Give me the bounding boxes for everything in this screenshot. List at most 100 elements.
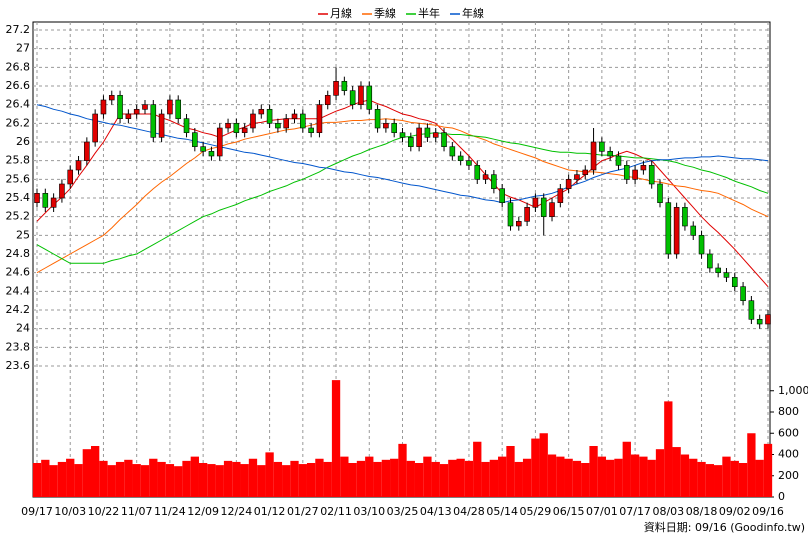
candle-body: [34, 193, 40, 203]
candle-body: [241, 127, 248, 133]
candle-body: [615, 155, 622, 166]
volume-bar: [622, 441, 631, 497]
volume-bar: [531, 438, 540, 497]
y-tick-label: 23.6: [6, 359, 31, 372]
candle-body: [108, 95, 115, 101]
x-tick-label: 09/17: [21, 505, 53, 518]
volume-bar: [630, 454, 640, 497]
volume-bar: [406, 460, 415, 497]
volume-bar: [74, 464, 83, 497]
candle-body: [225, 123, 231, 129]
volume-bar: [66, 458, 75, 497]
candle-body: [582, 169, 589, 175]
candle-body: [698, 235, 705, 255]
candle-body: [707, 253, 713, 269]
volume-bar: [248, 458, 258, 497]
candle-body: [549, 202, 555, 217]
candle-body: [756, 319, 763, 325]
volume-bar: [381, 459, 391, 497]
volume-bar: [57, 461, 67, 497]
volume-bar: [99, 460, 108, 497]
candle-body: [100, 99, 107, 115]
volume-bar: [207, 464, 216, 497]
volume-bar: [49, 465, 58, 497]
volume-bar: [232, 461, 241, 497]
y-tick-label: 24: [16, 322, 30, 335]
candle-body: [92, 113, 98, 143]
legend-label: 季線: [374, 6, 396, 20]
volume-bar: [680, 454, 690, 497]
candle-body: [133, 109, 140, 115]
candle-body: [424, 127, 431, 138]
candle-body: [474, 165, 481, 180]
volume-bar: [714, 465, 723, 497]
volume-bar: [298, 464, 307, 497]
x-tick-label: 05/29: [520, 505, 552, 518]
legend-label: 年線: [462, 6, 484, 20]
candle-body: [358, 85, 364, 105]
candle-body: [682, 207, 688, 227]
candle-body: [391, 123, 397, 133]
candle-body: [341, 81, 348, 91]
volume-bar: [390, 458, 399, 497]
y-tick-label: 24.4: [6, 284, 31, 297]
volume-bar: [489, 459, 499, 497]
candle-body: [623, 165, 630, 180]
y-tick-label: 24.8: [6, 247, 31, 260]
volume-bar: [149, 458, 158, 497]
candle-body: [723, 272, 730, 278]
candle-body: [482, 174, 489, 180]
volume-bar: [581, 463, 590, 497]
candle-body: [200, 146, 206, 152]
volume-bar: [506, 446, 515, 497]
candle-body: [740, 286, 746, 301]
candle-body: [557, 188, 564, 203]
volume-bar: [215, 465, 224, 497]
volume-bar: [498, 456, 507, 497]
candle-body: [291, 113, 298, 119]
x-tick-label: 08/18: [686, 505, 718, 518]
candle-body: [516, 221, 522, 227]
legend-label: 月線: [330, 6, 352, 20]
x-tick-label: 11/07: [121, 505, 153, 518]
x-tick-label: 03/25: [387, 505, 419, 518]
candle-body: [466, 160, 472, 166]
volume-bar: [730, 460, 739, 497]
candle-body: [283, 118, 289, 129]
candle-body: [441, 132, 447, 147]
legend-label: 半年: [418, 6, 440, 20]
candle-body: [59, 183, 65, 199]
volume-bar: [722, 456, 731, 497]
candle-body: [632, 169, 638, 180]
candle-body: [540, 197, 547, 217]
candle-body: [748, 300, 755, 320]
candle-body: [125, 113, 132, 119]
candle-body: [416, 127, 422, 147]
candle-body: [507, 202, 514, 227]
x-tick-label: 04/13: [420, 505, 452, 518]
volume-bar: [655, 449, 665, 497]
volume-bar: [223, 460, 233, 497]
volume-bar: [323, 461, 332, 497]
candle-body: [607, 151, 613, 157]
volume-bar: [306, 463, 316, 497]
candle-body: [333, 81, 339, 96]
candle-body: [690, 225, 697, 236]
candle-body: [349, 90, 356, 105]
y-tick-label: 26.8: [6, 60, 31, 73]
candle-body: [183, 118, 190, 133]
y-tick-label: 26: [16, 135, 30, 148]
candle-body: [158, 113, 165, 138]
volume-bar: [481, 461, 490, 497]
x-tick-label: 09/16: [752, 505, 784, 518]
volume-bar: [514, 461, 523, 497]
candle-body: [374, 109, 381, 129]
y-tick-label: 25: [16, 228, 30, 241]
volume-bar: [398, 443, 407, 497]
plot-frame: [32, 21, 771, 498]
volume-bar: [240, 464, 249, 497]
volume-bar: [290, 460, 299, 497]
y-tick-label: 25.4: [6, 191, 31, 204]
volume-bar: [705, 464, 715, 497]
